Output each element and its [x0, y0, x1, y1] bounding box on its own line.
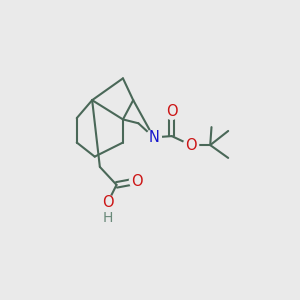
Text: O: O	[166, 104, 178, 119]
Circle shape	[102, 212, 113, 224]
Circle shape	[129, 173, 145, 189]
Text: O: O	[131, 173, 143, 188]
Circle shape	[164, 104, 179, 119]
Circle shape	[100, 195, 115, 211]
Text: O: O	[185, 138, 197, 153]
Circle shape	[146, 130, 161, 145]
Text: H: H	[102, 211, 113, 225]
Text: O: O	[102, 195, 113, 210]
Text: N: N	[148, 130, 159, 145]
Circle shape	[183, 137, 199, 153]
